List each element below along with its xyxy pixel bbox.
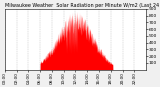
Text: Milwaukee Weather  Solar Radiation per Minute W/m2 (Last 24 Hours): Milwaukee Weather Solar Radiation per Mi… (5, 3, 160, 8)
